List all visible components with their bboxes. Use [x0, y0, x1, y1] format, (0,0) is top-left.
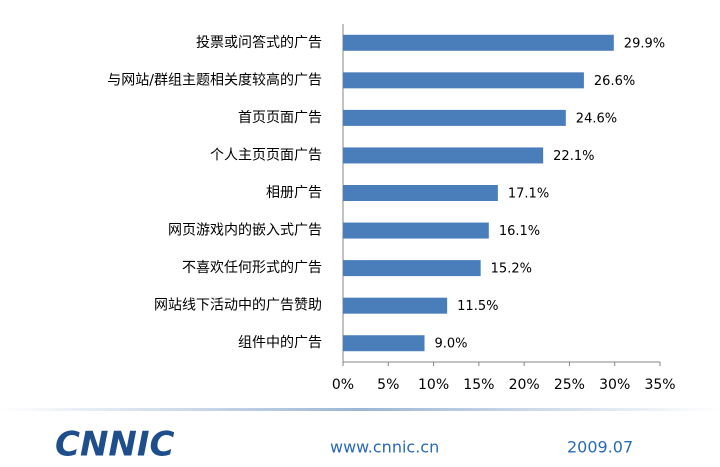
x-tick-label: 15% — [463, 377, 494, 393]
value-label: 29.9% — [624, 36, 665, 51]
value-label: 9.0% — [435, 337, 468, 352]
category-label: 投票或问答式的广告 — [196, 34, 322, 51]
x-tick-label: 30% — [599, 377, 630, 393]
bar — [343, 109, 566, 126]
footer-date: 2009.07 — [567, 438, 633, 457]
value-label: 24.6% — [576, 111, 617, 126]
x-tick-label: 0% — [332, 377, 354, 393]
bar — [343, 34, 614, 51]
x-tick-label: 10% — [418, 377, 449, 393]
value-label: 17.1% — [508, 187, 549, 202]
value-label: 15.2% — [491, 262, 532, 277]
bar — [343, 147, 544, 164]
footer-logo: CNNIC — [55, 425, 175, 465]
value-label: 16.1% — [499, 224, 540, 239]
footer-url: www.cnnic.cn — [330, 438, 439, 457]
footer-rule — [0, 408, 720, 411]
category-label: 不喜欢任何形式的广告 — [182, 260, 322, 276]
category-label: 相册广告 — [266, 185, 322, 201]
category-label: 组件中的广告 — [238, 335, 322, 351]
bar — [343, 297, 448, 314]
category-label: 个人主页页面广告 — [210, 147, 322, 163]
bar — [343, 72, 584, 89]
bar — [343, 222, 489, 239]
bar — [343, 335, 425, 352]
value-label: 11.5% — [457, 299, 498, 314]
category-label: 网站线下活动中的广告赞助 — [154, 298, 322, 314]
value-label: 22.1% — [553, 149, 594, 164]
category-label: 网页游戏内的嵌入式广告 — [168, 223, 322, 239]
category-label: 与网站/群组主题相关度较高的广告 — [107, 71, 322, 88]
x-tick-label: 5% — [377, 377, 399, 393]
bar — [343, 185, 498, 201]
x-tick-label: 35% — [644, 377, 675, 393]
bar — [343, 260, 481, 277]
category-label: 首页页面广告 — [238, 110, 322, 126]
x-tick-label: 20% — [509, 377, 540, 393]
x-tick-label: 25% — [554, 377, 585, 393]
value-label: 26.6% — [594, 74, 635, 89]
